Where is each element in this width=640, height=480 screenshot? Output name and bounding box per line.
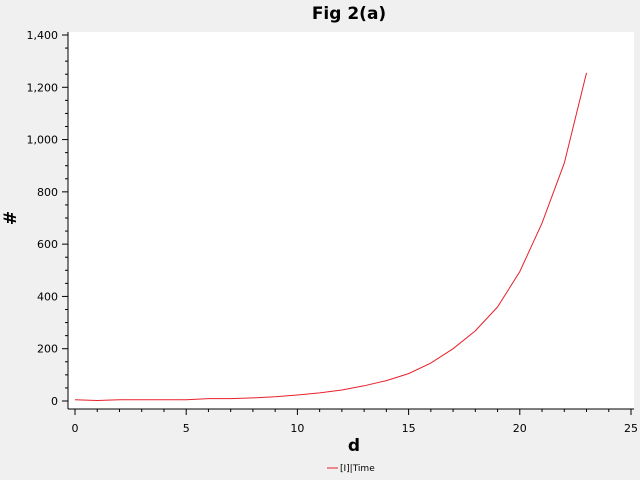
data-point	[496, 305, 499, 308]
y-tick-label: 400	[37, 290, 58, 303]
y-tick-label: 0	[51, 395, 58, 408]
data-point	[518, 270, 521, 273]
x-tick-label: 15	[402, 422, 416, 435]
data-point	[318, 391, 321, 394]
y-tick-label: 600	[37, 238, 58, 251]
data-point	[140, 398, 143, 401]
data-point	[229, 397, 232, 400]
data-point	[407, 372, 410, 375]
legend: [I]|Time	[327, 464, 375, 474]
data-point	[296, 394, 299, 397]
x-tick-label: 5	[183, 422, 190, 435]
x-tick-label: 25	[624, 422, 638, 435]
x-tick-label: 20	[513, 422, 527, 435]
y-tick-label: 1,000	[27, 134, 59, 147]
y-axis-title: #	[1, 211, 21, 225]
legend-label: [I]|Time	[340, 464, 375, 474]
data-point	[163, 398, 166, 401]
x-axis-title: d	[348, 436, 360, 456]
data-point	[118, 398, 121, 401]
data-point	[452, 347, 455, 350]
data-point	[429, 362, 432, 365]
data-point	[541, 222, 544, 225]
data-point	[340, 389, 343, 392]
series-layer	[74, 71, 588, 402]
data-point	[385, 379, 388, 382]
data-point	[563, 162, 566, 165]
data-point	[585, 71, 588, 74]
y-tick-label: 200	[37, 343, 58, 356]
y-tick-label: 800	[37, 186, 58, 199]
x-tick-label: 0	[72, 422, 79, 435]
data-point	[363, 384, 366, 387]
y-tick-label: 1,400	[27, 29, 59, 42]
series-line	[74, 72, 587, 402]
x-axis: 0 5 10 15 20 25	[68, 408, 638, 435]
data-point	[474, 329, 477, 332]
data-point	[274, 395, 277, 398]
y-axis: 0 200 400 600 800 1,000 1,200 1,400	[27, 29, 69, 409]
x-tick-label: 10	[290, 422, 304, 435]
data-point	[207, 397, 210, 400]
data-point	[74, 398, 77, 401]
data-point	[96, 399, 99, 402]
plot-area	[68, 32, 634, 409]
chart-title: Fig 2(a)	[312, 4, 386, 24]
data-point	[185, 398, 188, 401]
data-point	[251, 396, 254, 399]
y-tick-label: 1,200	[27, 81, 59, 94]
